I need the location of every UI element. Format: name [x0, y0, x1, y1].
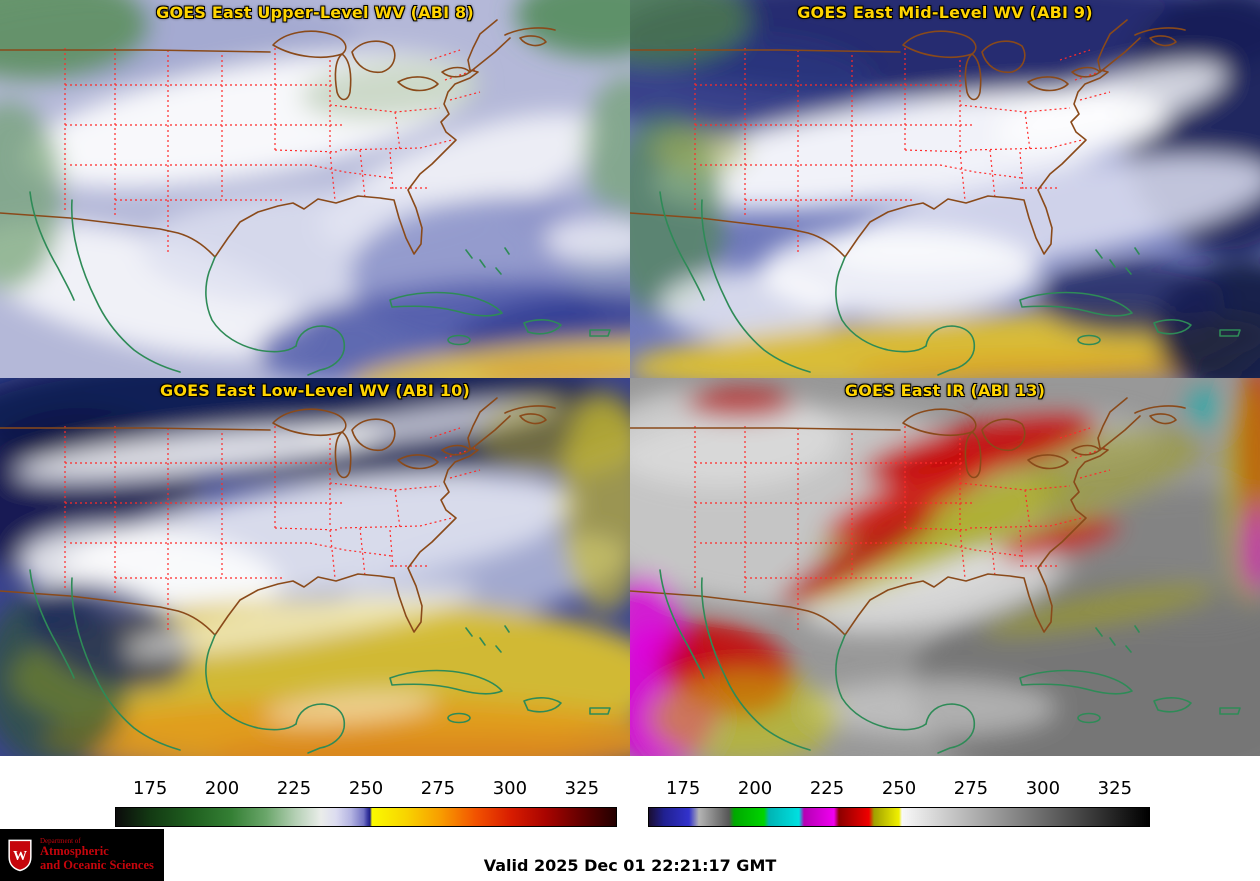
colorbar-tick-label: 200	[204, 778, 240, 799]
panel-title-abi13: GOES East IR (ABI 13)	[844, 381, 1046, 400]
satellite-image-abi8	[0, 0, 630, 378]
valid-time-label: Valid 2025 Dec 01 22:21:17 GMT	[483, 856, 777, 875]
panel-title-abi9: GOES East Mid-Level WV (ABI 9)	[797, 3, 1093, 22]
panel-mid-level-wv-abi9: GOES East Mid-Level WV (ABI 9)	[630, 0, 1260, 378]
colorbar-wv: 175 200 225 250 275 300 325	[115, 778, 617, 827]
panel-title-abi8: GOES East Upper-Level WV (ABI 8)	[156, 3, 474, 22]
uw-aos-logo: W Department of Atmospheric and Oceanic …	[0, 829, 164, 881]
colorbar-tick-label: 325	[1097, 778, 1133, 799]
footer: 175 200 225 250 275 300 325 175 200 225 250 275 300…	[0, 756, 1260, 881]
colorbar-tick-label: 325	[564, 778, 600, 799]
colorbar-tick-label: 300	[1025, 778, 1061, 799]
logo-line-atmospheric: Atmospheric	[40, 844, 109, 859]
satellite-image-abi10	[0, 378, 630, 756]
colorbar-tick-label: 200	[737, 778, 773, 799]
colorbar-tick-label: 175	[665, 778, 701, 799]
colorbar-right-bar	[648, 807, 1150, 827]
panel-title-abi10: GOES East Low-Level WV (ABI 10)	[159, 381, 470, 400]
colorbar-tick-label: 225	[809, 778, 845, 799]
panel-low-level-wv-abi10: GOES East Low-Level WV (ABI 10)	[0, 378, 630, 756]
colorbar-tick-label: 275	[953, 778, 989, 799]
colorbar-tick-label: 300	[492, 778, 528, 799]
colorbar-left-bar	[115, 807, 617, 827]
colorbar-tick-label: 250	[881, 778, 917, 799]
colorbar-tick-label: 275	[420, 778, 456, 799]
colorbar-ir: 175 200 225 250 275 300 325	[648, 778, 1150, 827]
satellite-image-abi9	[630, 0, 1260, 378]
colorbar-tick-label: 175	[132, 778, 168, 799]
colorbar-right-ticks: 175 200 225 250 275 300 325	[648, 778, 1150, 802]
logo-text: Department of Atmospheric and Oceanic Sc…	[40, 836, 154, 873]
logo-department-of: Department of	[40, 836, 81, 845]
logo-line-oceanic: and Oceanic Sciences	[40, 857, 154, 872]
satellite-image-abi13	[630, 378, 1260, 756]
uw-crest-icon: W	[8, 839, 32, 872]
colorbar-tick-label: 250	[348, 778, 384, 799]
panel-upper-level-wv-abi8: GOES East Upper-Level WV (ABI 8)	[0, 0, 630, 378]
panel-ir-abi13: GOES East IR (ABI 13)	[630, 378, 1260, 756]
colorbar-left-ticks: 175 200 225 250 275 300 325	[115, 778, 617, 802]
crest-letter: W	[13, 848, 27, 864]
colorbar-tick-label: 225	[276, 778, 312, 799]
